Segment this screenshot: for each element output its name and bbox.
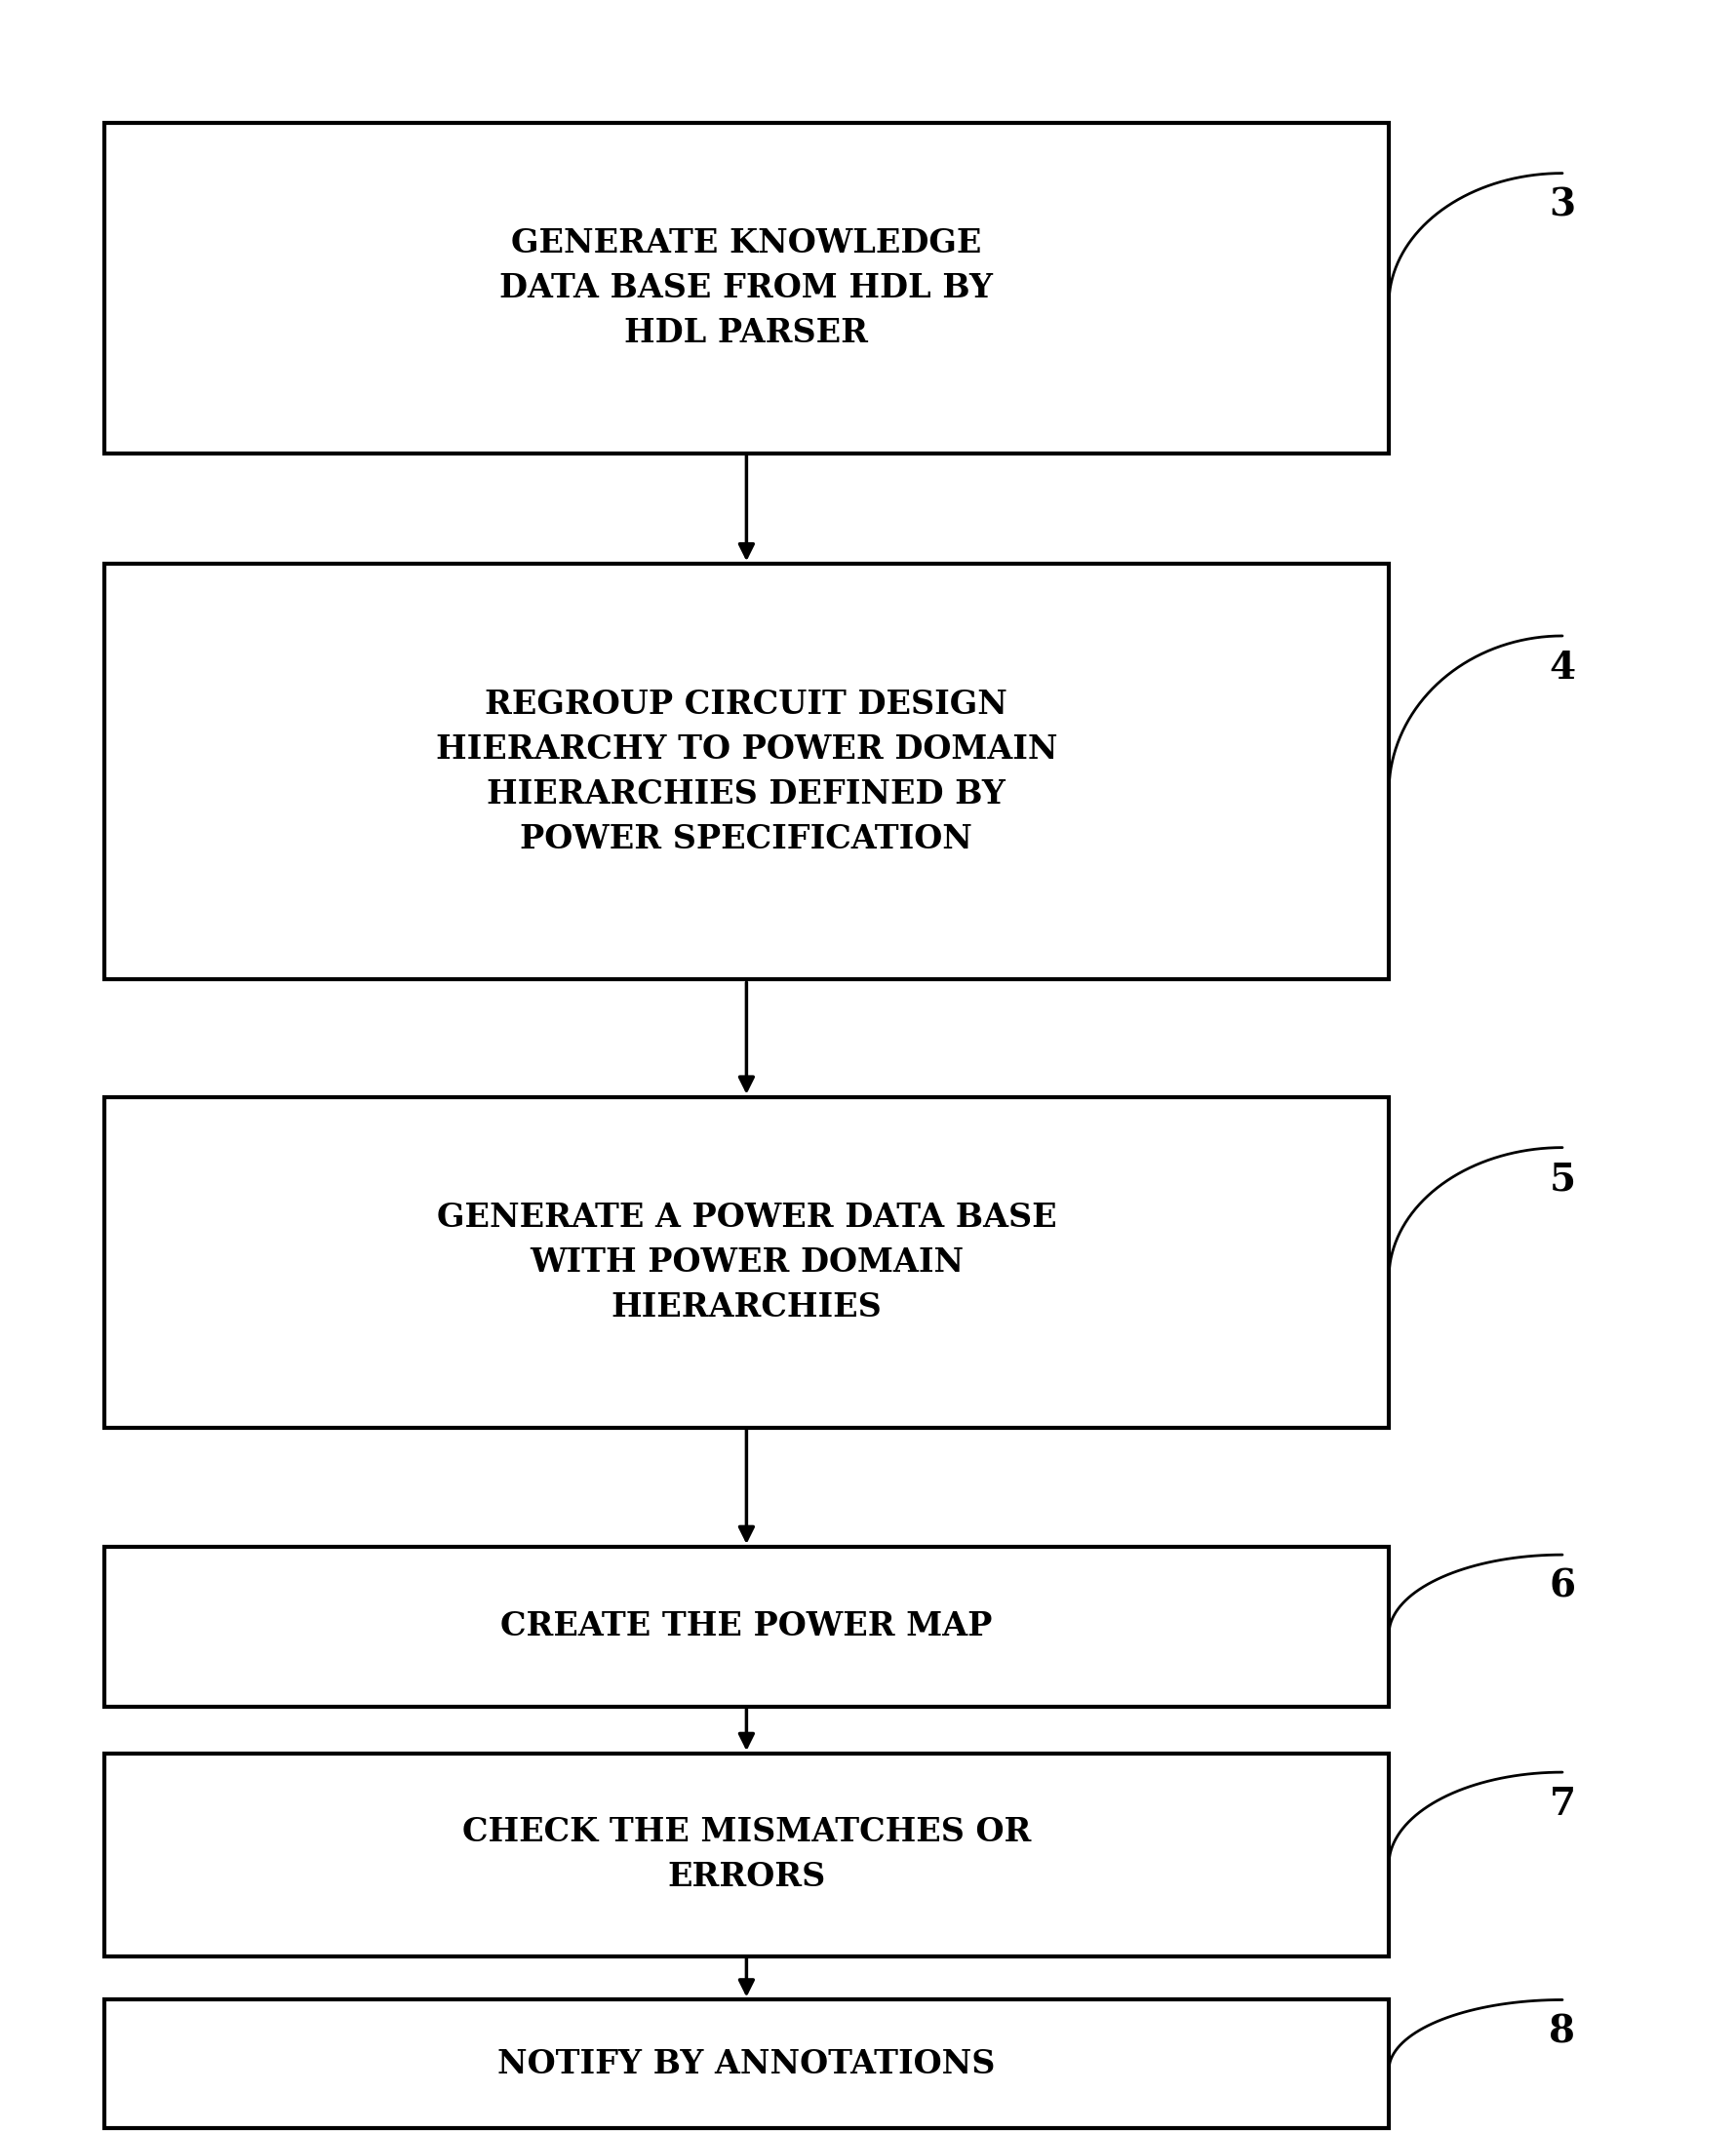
Text: 6: 6 — [1549, 1569, 1576, 1605]
Text: 7: 7 — [1549, 1787, 1576, 1823]
Text: CREATE THE POWER MAP: CREATE THE POWER MAP — [500, 1610, 993, 1644]
Text: 5: 5 — [1549, 1162, 1576, 1198]
Bar — [104, 1753, 1389, 1957]
Bar — [104, 1096, 1389, 1428]
Text: REGROUP CIRCUIT DESIGN
HIERARCHY TO POWER DOMAIN
HIERARCHIES DEFINED BY
POWER SP: REGROUP CIRCUIT DESIGN HIERARCHY TO POWE… — [436, 689, 1057, 855]
Text: 4: 4 — [1549, 650, 1576, 687]
Text: 8: 8 — [1549, 2013, 1576, 2051]
Text: GENERATE A POWER DATA BASE
WITH POWER DOMAIN
HIERARCHIES: GENERATE A POWER DATA BASE WITH POWER DO… — [436, 1200, 1057, 1324]
Text: NOTIFY BY ANNOTATIONS: NOTIFY BY ANNOTATIONS — [498, 2047, 995, 2081]
Text: 3: 3 — [1549, 188, 1576, 224]
Bar — [104, 2000, 1389, 2128]
Bar — [104, 122, 1389, 454]
Text: GENERATE KNOWLEDGE
DATA BASE FROM HDL BY
HDL PARSER: GENERATE KNOWLEDGE DATA BASE FROM HDL BY… — [500, 226, 993, 350]
Bar — [104, 1548, 1389, 1706]
Text: CHECK THE MISMATCHES OR
ERRORS: CHECK THE MISMATCHES OR ERRORS — [462, 1816, 1031, 1893]
Bar — [104, 563, 1389, 981]
